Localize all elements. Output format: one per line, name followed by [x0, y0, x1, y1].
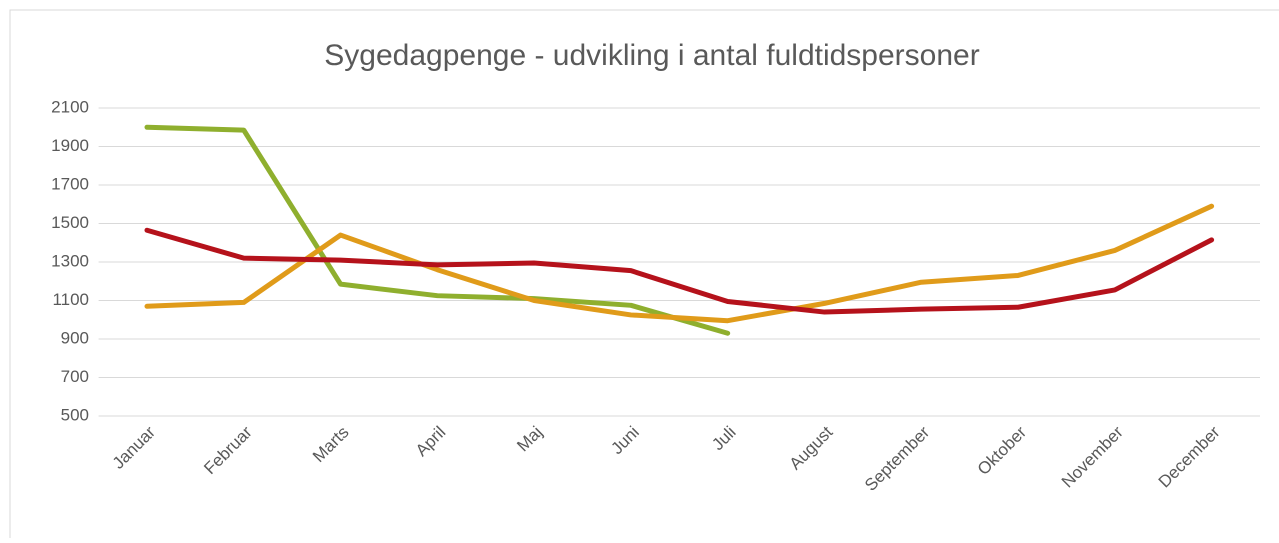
y-tick-label: 700 [61, 367, 89, 386]
series-line [144, 227, 1215, 315]
y-tick-label: 1500 [51, 213, 89, 232]
series-line [144, 203, 1215, 324]
chart-title: Sygedagpenge - udvikling i antal fuldtid… [324, 39, 979, 72]
y-tick-label: 900 [61, 328, 89, 347]
y-tick-label: 1300 [51, 251, 89, 270]
y-tick-label: 1100 [52, 290, 89, 309]
y-tick-label: 1700 [51, 174, 89, 193]
y-tick-label: 500 [61, 405, 89, 424]
y-tick-label: 1900 [51, 136, 89, 155]
series-line [144, 124, 731, 336]
y-tick-label: 2100 [51, 97, 89, 116]
